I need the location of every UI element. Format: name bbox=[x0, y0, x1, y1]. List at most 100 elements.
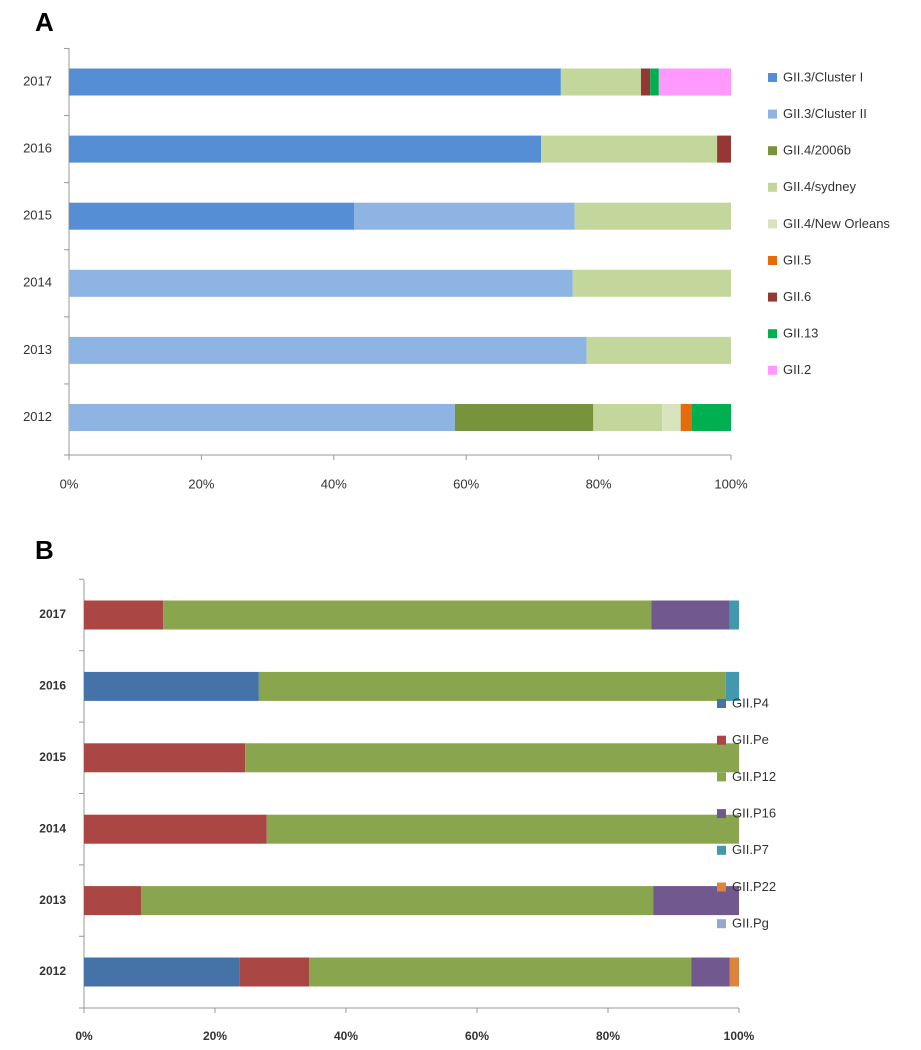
bar-segment bbox=[69, 404, 455, 431]
bar-segment bbox=[84, 814, 267, 844]
y-tick-label: 2014 bbox=[39, 821, 66, 835]
legend-swatch bbox=[768, 292, 777, 302]
y-tick-label: 2017 bbox=[39, 607, 66, 621]
x-tick-label: 60% bbox=[465, 1029, 489, 1043]
x-tick-label: 20% bbox=[203, 1029, 227, 1043]
bar-segment bbox=[691, 957, 730, 987]
x-tick-label: 40% bbox=[321, 476, 347, 491]
panel-label: B bbox=[35, 535, 54, 565]
bar-segment bbox=[729, 600, 739, 630]
bar-segment bbox=[586, 336, 731, 364]
legend-label: GII.6 bbox=[783, 289, 811, 304]
bar-segment bbox=[84, 600, 164, 630]
bar-segment bbox=[239, 957, 310, 987]
y-tick-label: 2016 bbox=[23, 141, 52, 156]
bar-segment bbox=[69, 202, 355, 230]
bar-segment bbox=[266, 814, 739, 844]
bar-segment bbox=[651, 600, 730, 630]
y-tick-label: 2015 bbox=[39, 750, 66, 764]
legend-label: GII.P16 bbox=[732, 806, 776, 821]
legend-swatch bbox=[768, 365, 777, 375]
legend-swatch bbox=[717, 772, 726, 782]
bar-segment bbox=[84, 671, 259, 701]
bar-segment bbox=[680, 404, 692, 431]
y-tick-label: 2017 bbox=[23, 73, 52, 88]
legend-swatch bbox=[717, 882, 726, 892]
x-tick-label: 60% bbox=[453, 476, 479, 491]
legend-label: GII.4/New Orleans bbox=[783, 216, 890, 231]
bar-segment bbox=[560, 68, 641, 96]
legend-swatch bbox=[717, 699, 726, 708]
x-tick-label: 0% bbox=[60, 476, 79, 491]
legend-label: GII.P4 bbox=[732, 695, 769, 710]
legend-swatch bbox=[768, 329, 777, 339]
bar-segment bbox=[69, 135, 542, 163]
chart-panel: A 0% 20% 40% 60% 80% 100% 2017 2016 2015 2014 2013 2… bbox=[23, 7, 890, 492]
panel-label: A bbox=[35, 7, 54, 37]
legend-label: GII.3/Cluster I bbox=[783, 69, 863, 84]
y-tick-label: 2014 bbox=[23, 275, 52, 290]
legend-swatch bbox=[768, 109, 777, 119]
legend-swatch bbox=[717, 809, 726, 819]
y-tick-label: 2015 bbox=[23, 208, 52, 223]
legend-label: GII.3/Cluster II bbox=[783, 106, 867, 121]
legend-label: GII.P12 bbox=[732, 769, 776, 784]
legend-swatch bbox=[768, 219, 777, 229]
bar-segment bbox=[454, 404, 594, 431]
bar-segment bbox=[658, 68, 731, 96]
x-tick-label: 0% bbox=[75, 1029, 93, 1043]
legend-label: GII.13 bbox=[783, 326, 818, 341]
legend-label: GII.4/2006b bbox=[783, 143, 851, 158]
bar-segment bbox=[662, 404, 681, 431]
bar-segment bbox=[593, 404, 663, 431]
legend-swatch bbox=[768, 182, 777, 192]
y-tick-label: 2013 bbox=[23, 342, 52, 357]
legend-label: GII.P7 bbox=[732, 842, 769, 857]
bar-segment bbox=[245, 743, 739, 773]
bar-segment bbox=[574, 202, 731, 230]
bar-segment bbox=[69, 68, 561, 96]
bar-segment bbox=[717, 135, 731, 163]
bar-segment bbox=[84, 743, 246, 773]
y-tick-label: 2013 bbox=[39, 893, 66, 907]
bar-segment bbox=[163, 600, 652, 630]
bar-segment bbox=[69, 336, 587, 364]
bar-segment bbox=[572, 269, 731, 297]
legend-label: GII.2 bbox=[783, 362, 811, 377]
bar-segment bbox=[309, 957, 692, 987]
bar-segment bbox=[650, 68, 659, 96]
bar-segment bbox=[729, 957, 739, 987]
chart-panel: B 0% 20% 40% 60% 80% 100% 2017 2016 2015 2014 2013 2… bbox=[35, 535, 776, 1043]
bar-segment bbox=[84, 886, 141, 916]
bar-segment bbox=[258, 671, 726, 701]
x-tick-label: 100% bbox=[724, 1029, 755, 1043]
y-tick-label: 2012 bbox=[23, 409, 52, 424]
bar-segment bbox=[653, 886, 739, 916]
x-tick-label: 40% bbox=[334, 1029, 358, 1043]
legend-label: GII.4/sydney bbox=[783, 179, 856, 194]
bar-segment bbox=[140, 886, 654, 916]
x-tick-label: 20% bbox=[188, 476, 214, 491]
bar-segment bbox=[69, 269, 573, 297]
y-tick-label: 2012 bbox=[39, 964, 66, 978]
legend-label: GII.5 bbox=[783, 252, 811, 267]
legend-swatch bbox=[717, 845, 726, 855]
legend-swatch bbox=[768, 256, 777, 265]
legend-label: GII.Pe bbox=[732, 732, 769, 747]
legend-swatch bbox=[717, 919, 726, 929]
bar-segment bbox=[84, 957, 240, 987]
x-tick-label: 100% bbox=[714, 476, 748, 491]
x-tick-label: 80% bbox=[596, 1029, 620, 1043]
legend-swatch bbox=[768, 73, 777, 82]
y-tick-label: 2016 bbox=[39, 679, 66, 693]
bar-segment bbox=[354, 202, 575, 230]
x-tick-label: 80% bbox=[586, 476, 612, 491]
legend-label: GII.P22 bbox=[732, 879, 776, 894]
legend-label: GII.Pg bbox=[732, 916, 769, 931]
legend-swatch bbox=[768, 146, 777, 156]
bar-segment bbox=[640, 68, 651, 96]
bar-segment bbox=[541, 135, 718, 163]
bar-segment bbox=[725, 671, 739, 701]
legend-swatch bbox=[717, 735, 726, 745]
